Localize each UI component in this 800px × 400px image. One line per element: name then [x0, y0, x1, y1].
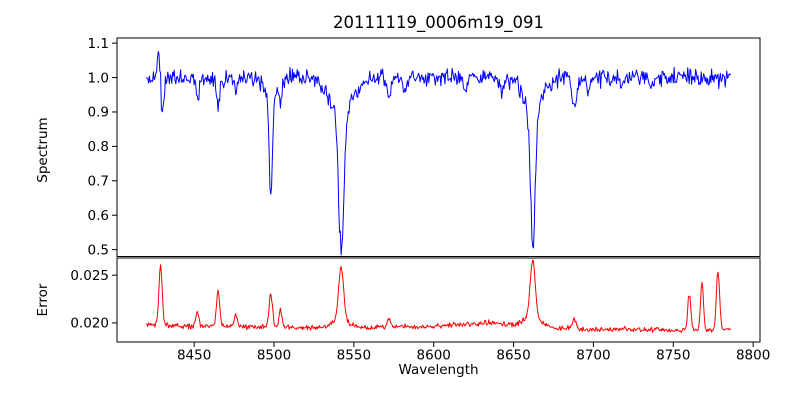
x-tick-label: 8750 [656, 348, 690, 364]
y-axis-label-spectrum: Spectrum [35, 117, 51, 182]
y-tick-label: 0.8 [88, 139, 109, 155]
x-tick-label: 8550 [337, 348, 371, 364]
y-tick-label: 0.5 [88, 242, 109, 258]
x-tick-label: 8700 [576, 348, 610, 364]
x-axis-label: Wavelength [398, 362, 478, 378]
y-tick-label: 1.0 [88, 70, 109, 86]
axes-frame-spectrum [116, 37, 761, 257]
y-tick-label: 0.020 [70, 316, 109, 332]
error-line-series [146, 259, 732, 333]
y-tick-label: 1.1 [88, 36, 109, 52]
x-tick-label: 8650 [496, 348, 530, 364]
axes-frame-error [116, 257, 761, 343]
chart-title: 20111119_0006m19_091 [333, 13, 544, 33]
plot-layer: 8450 8500 8550 8600 8650 8700 8750 8800 1.1 1.0 0.… [70, 36, 770, 364]
x-tick-label: 8600 [417, 348, 451, 364]
y-axis-label-error: Error [35, 283, 51, 316]
y-tick-label: 0.7 [88, 173, 109, 189]
y-tick-label: 0.025 [70, 268, 109, 284]
x-tick-label: 8450 [177, 348, 211, 364]
y-tick-label: 0.6 [88, 208, 109, 224]
spectrum-line-series [145, 51, 732, 256]
x-tick-label: 8800 [736, 348, 770, 364]
y-tick-label: 0.9 [88, 105, 109, 121]
x-tick-label: 8500 [257, 348, 291, 364]
